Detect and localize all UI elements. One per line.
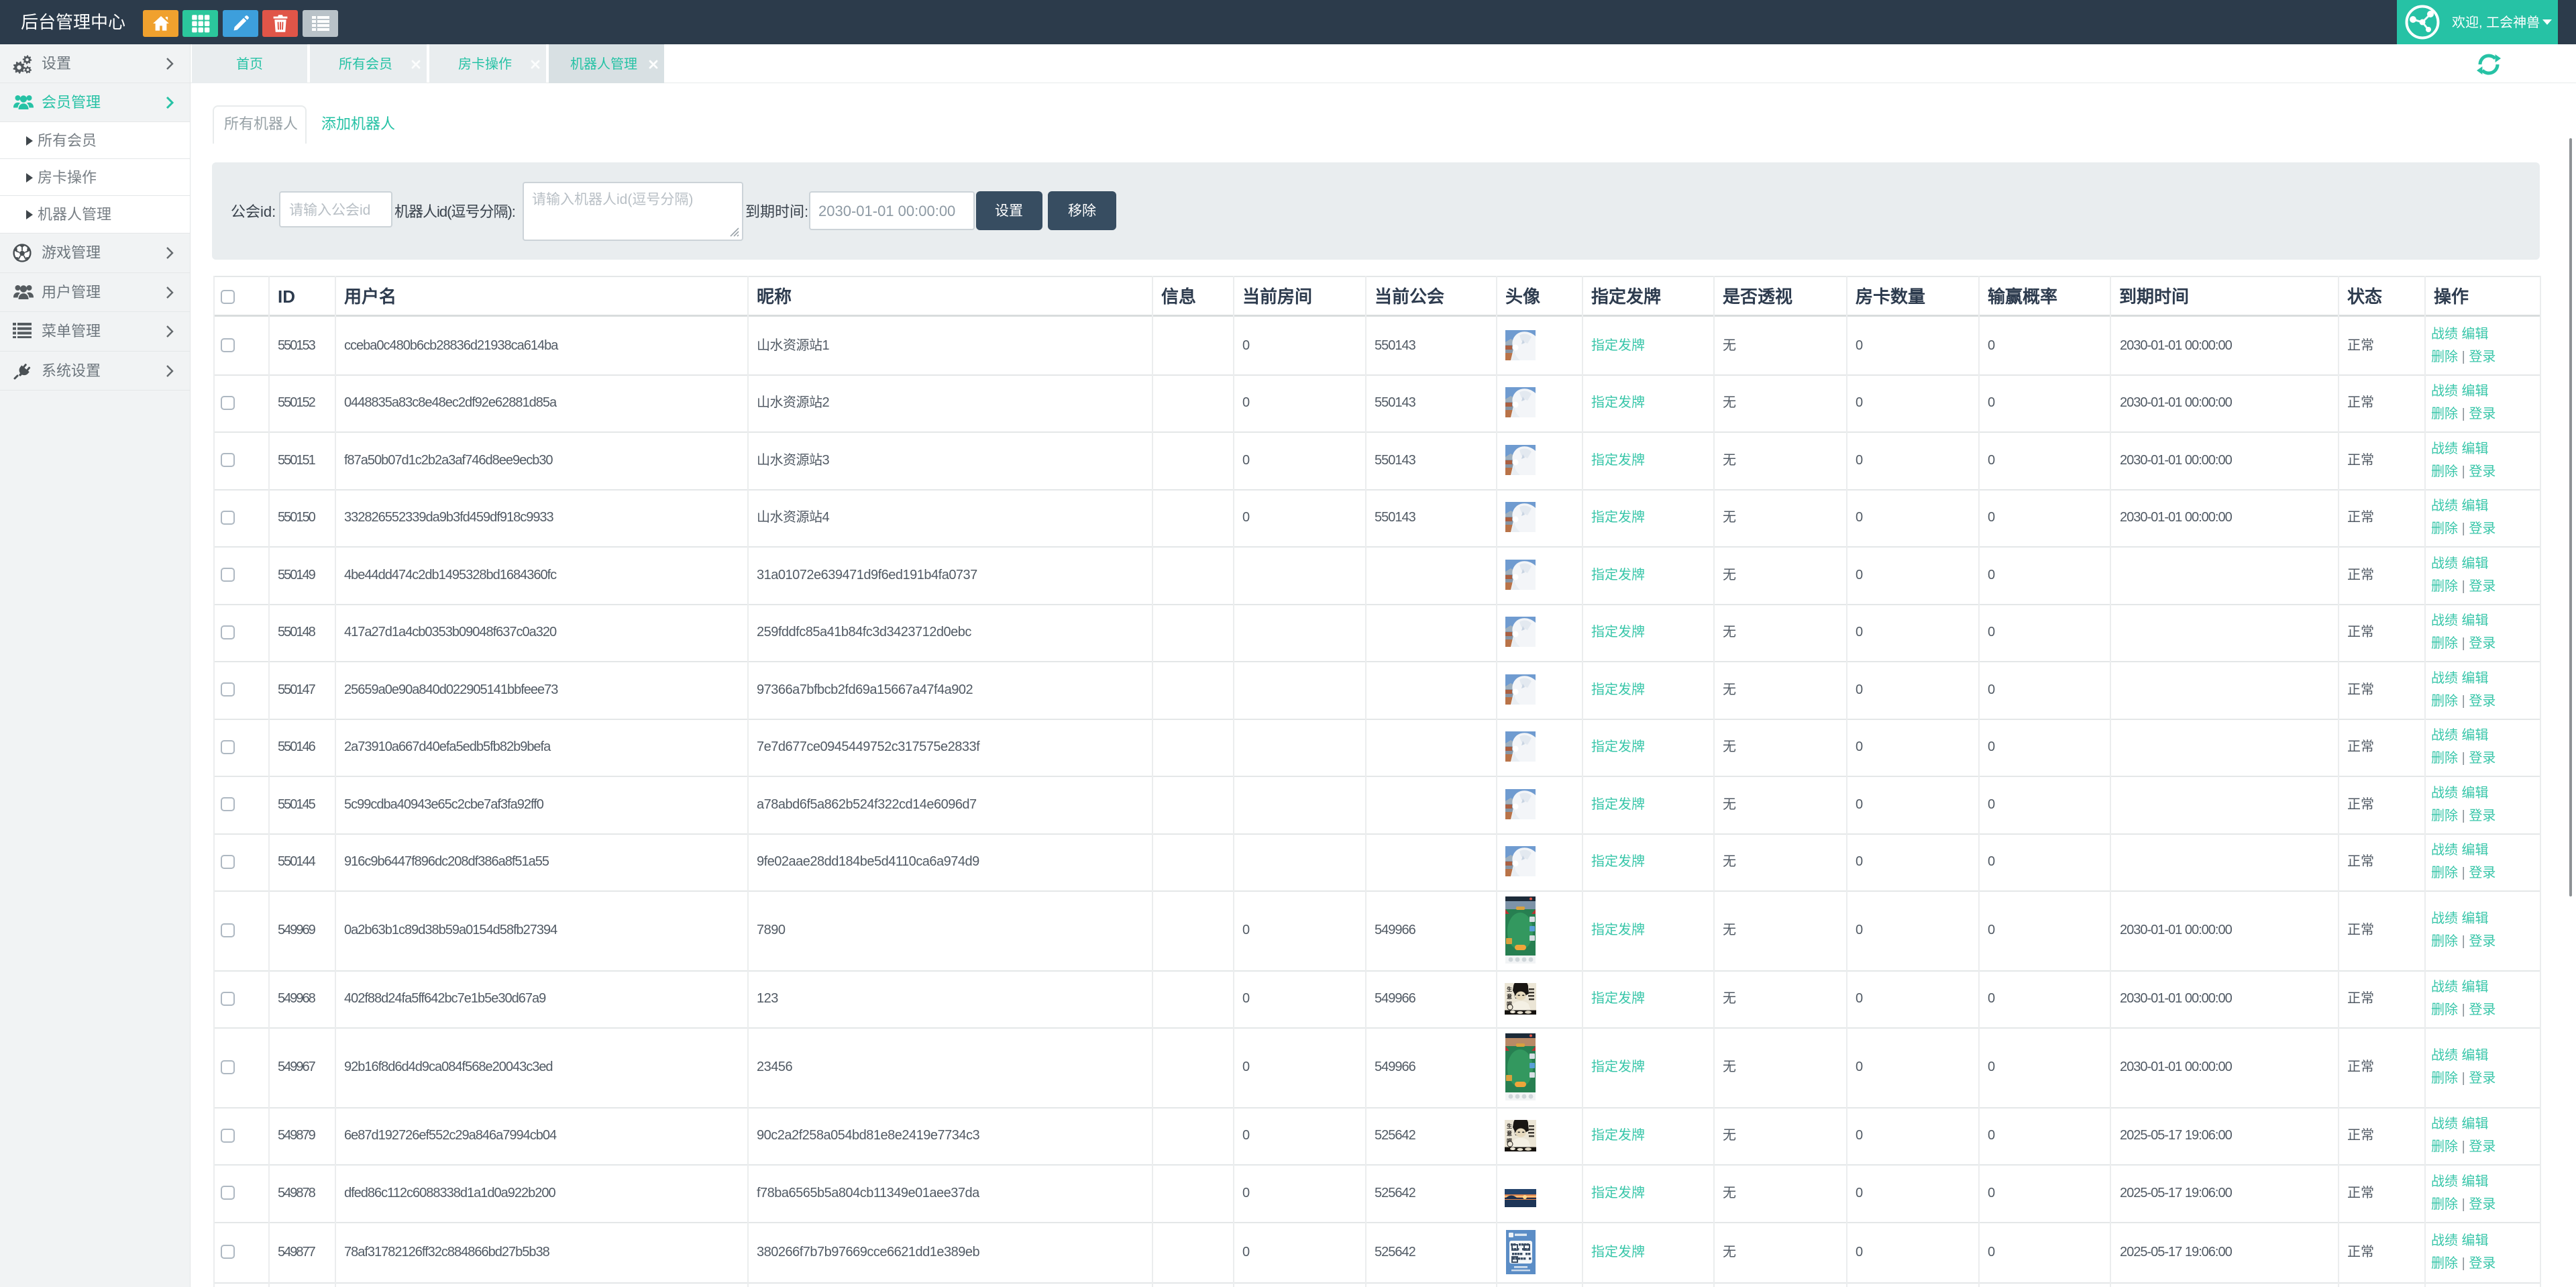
svg-text:喵: 喵 <box>1507 1137 1512 1144</box>
svg-text:喵: 喵 <box>1507 1000 1512 1007</box>
svg-text:意: 意 <box>1507 1130 1512 1137</box>
svg-text:生: 生 <box>1507 986 1512 992</box>
svg-text:生: 生 <box>1507 1123 1512 1129</box>
svg-text:意: 意 <box>1507 993 1512 1000</box>
